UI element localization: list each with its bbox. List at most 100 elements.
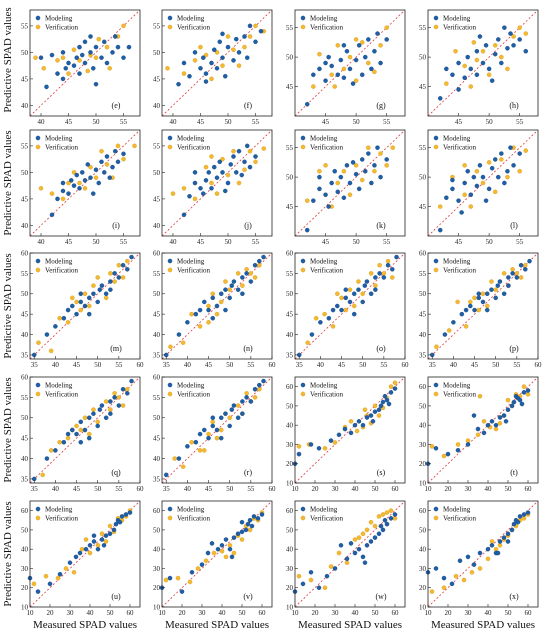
- verification-point: [368, 519, 374, 525]
- panel-letter: (q): [111, 468, 121, 477]
- legend-modeling-label: Modeling: [177, 258, 205, 266]
- verification-point: [91, 407, 96, 412]
- modeling-point: [380, 527, 386, 533]
- modeling-point: [372, 163, 377, 168]
- legend-modeling-label: Modeling: [310, 506, 338, 514]
- y-tick-label: 10: [286, 479, 294, 487]
- modeling-point: [388, 516, 394, 521]
- verification-point: [347, 54, 353, 60]
- panel-letter: (v): [243, 592, 253, 601]
- verification-point: [40, 472, 45, 478]
- modeling-point: [120, 386, 126, 392]
- verification-point: [218, 299, 224, 305]
- verification-point: [107, 66, 113, 71]
- panel-letter: (u): [111, 592, 121, 601]
- x-tick-label: 50: [359, 361, 367, 369]
- data-points: [429, 258, 532, 358]
- modeling-point: [219, 543, 225, 548]
- modeling-point: [71, 63, 77, 68]
- data-points: [437, 145, 529, 233]
- modeling-point: [77, 550, 83, 556]
- modeling-point: [93, 167, 99, 172]
- verification-point: [189, 311, 194, 317]
- scatter-panel: 10 20 30 40 50 60 10 20 30 40 50 60 ModelingVerifica…: [286, 500, 406, 617]
- modeling-point: [456, 60, 461, 66]
- legend-modeling-marker: [167, 258, 173, 264]
- x-tick-label: 60: [392, 609, 400, 617]
- verification-point: [380, 512, 386, 517]
- modeling-point: [227, 295, 232, 301]
- modeling-point: [86, 435, 92, 441]
- modeling-point: [192, 170, 198, 175]
- verification-point: [360, 291, 365, 297]
- modeling-point: [116, 275, 122, 280]
- x-tick-label: 40: [38, 238, 46, 246]
- modeling-point: [187, 193, 192, 199]
- modeling-point: [108, 287, 113, 292]
- modeling-point: [525, 510, 531, 515]
- modeling-point: [78, 291, 84, 297]
- verification-point: [248, 271, 254, 276]
- verification-point: [107, 523, 113, 529]
- verification-point: [446, 328, 452, 333]
- y-tick-label: 40: [153, 331, 161, 339]
- modeling-point: [492, 157, 498, 162]
- modeling-point: [74, 311, 79, 317]
- modeling-point: [502, 25, 507, 30]
- verification-point: [429, 589, 435, 594]
- verification-point: [206, 303, 211, 309]
- modeling-point: [477, 550, 483, 556]
- verification-point: [210, 419, 216, 425]
- legend-modeling-label: Modeling: [177, 15, 205, 23]
- modeling-point: [60, 50, 66, 55]
- modeling-point: [222, 188, 228, 194]
- verification-point: [390, 275, 395, 280]
- modeling-point: [181, 212, 187, 218]
- modeling-point: [511, 399, 517, 405]
- x-tick-label: 60: [402, 361, 410, 369]
- modeling-point: [200, 191, 206, 196]
- x-tick-label: 40: [38, 118, 46, 126]
- modeling-point: [101, 543, 107, 548]
- modeling-point: [489, 287, 494, 292]
- verification-point: [322, 446, 328, 451]
- modeling-point: [372, 535, 378, 540]
- modeling-point: [88, 175, 93, 180]
- verification-point: [93, 55, 99, 60]
- modeling-point: [247, 23, 253, 29]
- modeling-point: [259, 512, 265, 517]
- verification-point: [103, 295, 109, 301]
- modeling-point: [463, 307, 469, 313]
- panel-letter: (h): [509, 101, 519, 110]
- legend-modeling-marker: [167, 135, 173, 141]
- scatter-panel: 35 40 45 50 55 60 35 40 45 50 55 60 ModelingVerifica…: [21, 249, 144, 369]
- verification-point: [247, 148, 253, 154]
- verification-point: [462, 192, 467, 198]
- verification-point: [83, 537, 89, 542]
- modeling-point: [347, 180, 353, 186]
- modeling-point: [70, 303, 75, 309]
- x-tick-label: 10: [292, 485, 300, 493]
- modeling-point: [471, 174, 477, 180]
- verification-point: [475, 432, 481, 438]
- verification-point: [95, 419, 100, 425]
- modeling-point: [477, 34, 483, 39]
- modeling-point: [117, 519, 123, 525]
- modeling-point: [360, 422, 366, 428]
- verification-point: [209, 76, 214, 82]
- modeling-point: [316, 585, 322, 590]
- modeling-point: [509, 527, 515, 533]
- modeling-point: [323, 60, 328, 66]
- legend-verification-label: Verification: [45, 515, 79, 523]
- verification-point: [343, 307, 349, 313]
- modeling-point: [206, 307, 211, 313]
- verification-point: [372, 403, 378, 409]
- x-tick-label: 40: [352, 609, 360, 617]
- modeling-point: [495, 550, 501, 556]
- modeling-point: [86, 295, 92, 301]
- verification-point: [497, 421, 503, 426]
